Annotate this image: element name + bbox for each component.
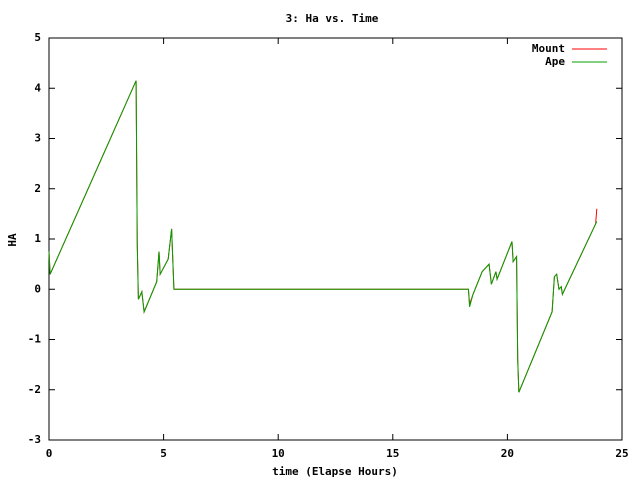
y-tick-label: 4 [34, 81, 41, 94]
chart-title: 3: Ha vs. Time [286, 12, 379, 25]
y-tick-label: -3 [28, 433, 41, 446]
y-tick-label: -1 [28, 333, 42, 346]
y-tick-label: 2 [34, 182, 41, 195]
x-tick-label: 10 [272, 447, 285, 460]
x-tick-label: 15 [386, 447, 399, 460]
y-tick-label: 5 [34, 31, 41, 44]
x-tick-label: 5 [160, 447, 167, 460]
legend-label: Ape [545, 55, 565, 68]
x-axis-label: time (Elapse Hours) [272, 465, 398, 478]
y-tick-label: 0 [34, 282, 41, 295]
y-tick-label: -2 [28, 383, 41, 396]
y-tick-label: 3 [34, 132, 41, 145]
x-tick-label: 25 [615, 447, 628, 460]
y-axis-label: HA [6, 233, 19, 247]
y-tick-label: 1 [34, 232, 41, 245]
series-line [48, 80, 598, 393]
x-tick-label: 20 [501, 447, 514, 460]
x-tick-label: 0 [46, 447, 53, 460]
legend-label: Mount [532, 42, 565, 55]
